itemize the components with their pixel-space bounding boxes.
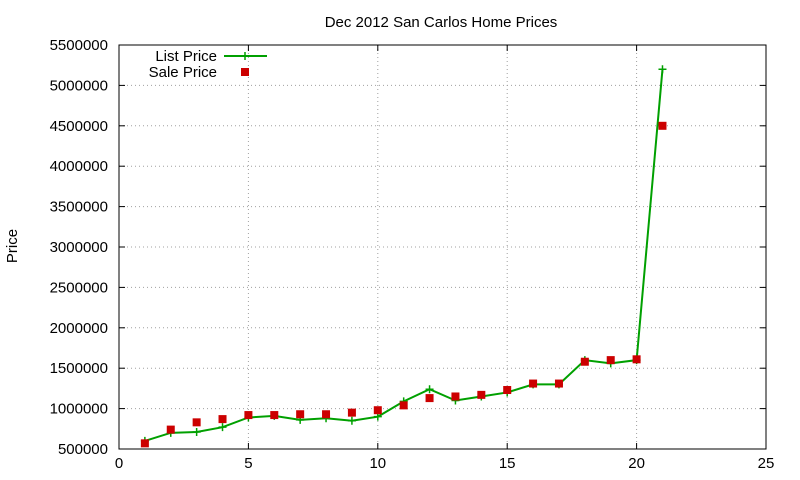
x-tick-label: 20 [628, 455, 645, 472]
sale-price-point [632, 355, 641, 364]
sale-price-point [296, 410, 305, 419]
x-tick-label: 15 [499, 455, 516, 472]
sale-price-point [580, 357, 589, 366]
sale-price-point [477, 390, 486, 399]
sale-price-point [658, 121, 667, 130]
list-price-point [658, 65, 667, 74]
x-tick-label: 0 [115, 455, 123, 472]
sale-price-point [451, 392, 460, 401]
legend-label: Sale Price [149, 64, 217, 81]
y-tick-label: 1500000 [50, 360, 108, 377]
sale-price-point [347, 408, 356, 417]
legend-swatch-sale-price [241, 68, 249, 76]
data-series [140, 65, 667, 448]
legend-label: List Price [155, 48, 217, 65]
sale-price-point [503, 386, 512, 395]
y-tick-label: 5000000 [50, 77, 108, 94]
y-tick-label: 500000 [58, 441, 108, 458]
sale-price-point [140, 439, 149, 448]
list-price-point [192, 428, 201, 437]
list-price-line [144, 69, 664, 442]
sale-price-point [244, 411, 253, 420]
y-tick-label: 3000000 [50, 239, 108, 256]
y-axis-ticks: 500000 1000000 1500000 2000000 2500000 300000… [50, 37, 766, 458]
x-tick-label: 10 [369, 455, 386, 472]
y-tick-label: 4500000 [50, 118, 108, 135]
y-tick-label: 5500000 [50, 37, 108, 54]
sale-price-point [270, 411, 279, 420]
y-tick-label: 1000000 [50, 401, 108, 418]
series-sale-price [140, 121, 667, 448]
list-price-point [347, 416, 356, 425]
y-tick-label: 2000000 [50, 320, 108, 337]
sale-price-point [554, 379, 563, 388]
y-tick-label: 4000000 [50, 158, 108, 175]
x-axis-ticks: 0 5 10 15 20 25 [115, 45, 775, 472]
sale-price-point [218, 415, 227, 424]
plot-frame [118, 44, 767, 450]
chart-title: Dec 2012 San Carlos Home Prices [325, 14, 558, 31]
x-tick-label: 25 [758, 455, 775, 472]
y-axis-label: Price [4, 229, 21, 263]
list-price-point [425, 385, 434, 394]
sale-price-point [322, 410, 331, 419]
y-tick-label: 2500000 [50, 279, 108, 296]
sale-price-point [529, 379, 538, 388]
legend-marker-list-price [241, 52, 249, 60]
sale-price-point [606, 356, 615, 365]
x-tick-label: 5 [244, 455, 252, 472]
series-list-price [140, 65, 667, 445]
sale-price-point [192, 418, 201, 427]
list-price-point [218, 423, 227, 432]
sale-price-point [425, 394, 434, 403]
sale-price-point [166, 425, 175, 434]
sale-price-point [373, 406, 382, 415]
sale-price-point [399, 401, 408, 410]
y-tick-label: 3500000 [50, 199, 108, 216]
grid [119, 45, 766, 449]
